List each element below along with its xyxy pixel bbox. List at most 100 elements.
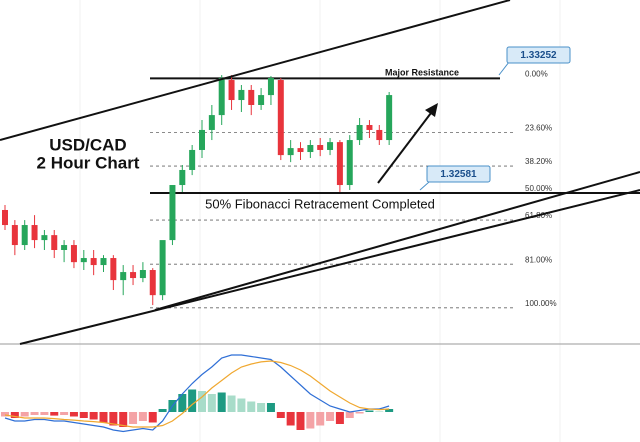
candle-body <box>70 245 77 263</box>
macd-histogram-bar <box>20 412 29 417</box>
macd-histogram-bar <box>109 412 118 426</box>
candle-body <box>386 95 393 141</box>
candle-body <box>41 235 48 241</box>
macd-histogram-bar <box>316 412 325 426</box>
candle-body <box>179 169 186 186</box>
macd-histogram-bar <box>276 412 285 418</box>
macd-histogram-bar <box>60 412 69 415</box>
macd-histogram-bar <box>188 389 197 412</box>
macd-histogram-bar <box>355 412 364 414</box>
macd-histogram-bar <box>237 398 246 412</box>
candle-body <box>130 272 137 279</box>
candle-body <box>376 129 383 141</box>
channel-lower <box>154 171 640 311</box>
macd-histogram-bar <box>69 412 78 417</box>
candle-body <box>100 258 107 266</box>
candle-body <box>11 225 18 246</box>
candle-body <box>277 80 284 156</box>
candle-body <box>139 270 146 279</box>
macd-histogram-bar <box>257 403 266 412</box>
macd-histogram-bar <box>247 401 256 412</box>
candle-body <box>159 240 166 296</box>
candle-body <box>149 270 156 296</box>
candle-body <box>317 145 324 150</box>
macd-histogram-bar <box>365 410 374 412</box>
candle-body <box>228 80 235 101</box>
candle-body <box>238 89 245 101</box>
price-tag: 1.33252 <box>498 46 571 76</box>
macd-histogram-bar <box>178 394 187 412</box>
candle-body <box>218 77 225 116</box>
macd-histogram-bar <box>198 391 206 412</box>
macd-histogram-bar <box>129 412 138 424</box>
fib-label: 50.00% <box>525 184 552 193</box>
candle-body <box>208 115 215 130</box>
candle-body <box>2 209 8 226</box>
candle-body <box>258 95 265 105</box>
macd-histogram-bar <box>217 392 226 412</box>
macd-histogram-bar <box>138 412 147 421</box>
macd-histogram-bar <box>158 409 167 412</box>
macd-histogram-bar <box>375 411 384 412</box>
fib-label: 38.20% <box>525 157 552 166</box>
macd-histogram-bar <box>40 412 49 415</box>
price-tag-label: 1.32581 <box>440 169 477 180</box>
candle-body <box>169 185 176 241</box>
candle-body <box>346 140 353 186</box>
fib-label: 23.60% <box>525 124 552 133</box>
candle-body <box>120 272 127 281</box>
channel-base <box>19 189 640 345</box>
price-tag: 1.32581 <box>419 165 491 191</box>
channel-upper <box>0 0 511 141</box>
candle-body <box>267 77 274 96</box>
macd-histogram-bar <box>227 395 236 412</box>
candle-body <box>31 225 38 241</box>
candle-body <box>80 258 87 263</box>
candle-body <box>189 149 196 170</box>
candle-body <box>366 125 373 130</box>
macd-histogram-bar <box>79 412 88 418</box>
candle-body <box>51 235 58 251</box>
macd-histogram-bar <box>385 409 394 412</box>
macd-histogram-bar <box>207 394 216 412</box>
candle-body <box>327 142 334 150</box>
price-tag-label: 1.33252 <box>520 50 557 61</box>
macd-histogram-bar <box>89 412 98 420</box>
chart-title: USD/CAD <box>49 135 126 154</box>
candle-body <box>248 89 255 105</box>
candle-body <box>110 258 117 281</box>
macd-panel <box>1 354 394 433</box>
candle-body <box>21 225 28 246</box>
chart-subtitle: 2 Hour Chart <box>37 153 140 172</box>
macd-histogram-bar <box>119 412 128 427</box>
annotation: Major Resistance <box>385 67 459 77</box>
macd-histogram-bar <box>286 412 295 426</box>
candle-body <box>287 148 294 156</box>
arrow <box>377 103 438 184</box>
macd-histogram-bar <box>306 412 315 429</box>
candle-body <box>199 129 205 150</box>
candle-body <box>336 142 343 186</box>
macd-histogram-bar <box>50 412 59 416</box>
macd-histogram-bar <box>10 412 19 418</box>
macd-line <box>4 354 390 433</box>
macd-line <box>4 360 390 428</box>
macd-histogram-bar <box>148 412 157 423</box>
macd-histogram-bar <box>30 412 39 415</box>
fib-label: 0.00% <box>525 69 548 78</box>
macd-histogram-bar <box>335 412 344 424</box>
background-grid <box>79 0 561 442</box>
candle-body <box>61 245 68 251</box>
candle-body <box>90 258 97 266</box>
macd-histogram-bar <box>99 412 108 423</box>
candle-body <box>297 148 304 153</box>
fib-levels: 0.00%23.60%38.20%50.00%61.80%81.00%100.0… <box>150 69 640 309</box>
macd-histogram-bar <box>326 412 335 421</box>
candle-body <box>356 125 363 141</box>
macd-histogram-bar <box>296 412 305 430</box>
fib-label: 81.00% <box>525 255 552 264</box>
fib-label: 100.00% <box>525 299 557 308</box>
macd-histogram-bar <box>345 412 354 418</box>
trend-channel <box>0 0 640 345</box>
